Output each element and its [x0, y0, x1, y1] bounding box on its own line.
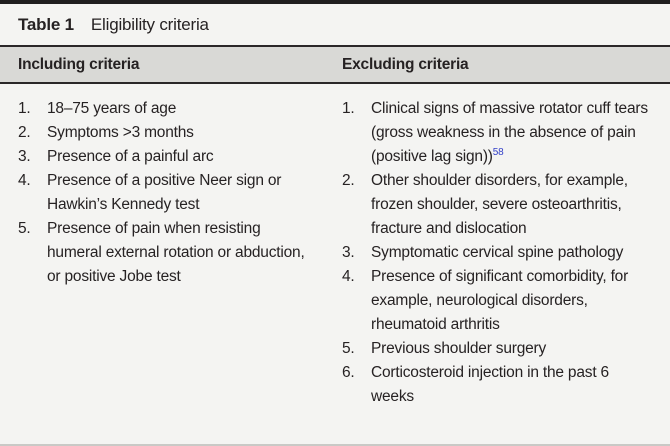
- list-item-text: Previous shoulder surgery: [371, 340, 547, 357]
- column-header-excluding-criteria: Excluding criteria: [342, 55, 469, 73]
- list-item-text: Symptomatic cervical spine pathology: [371, 244, 624, 261]
- column-header-including-criteria: Including criteria: [18, 55, 140, 73]
- list-item-text: Presence of pain when resisting humeral …: [47, 220, 305, 285]
- reference-link[interactable]: 58: [492, 146, 504, 158]
- list-item-number: 5.: [18, 220, 31, 237]
- list-item-text: Presence of a positive Neer sign or Hawk…: [47, 172, 282, 213]
- list-item-text: Presence of a painful arc: [47, 148, 214, 165]
- list-item: 2. Symptoms >3 months: [18, 121, 319, 145]
- list-item-text: Clinical signs of massive rotator cuff t…: [371, 100, 648, 165]
- including-criteria-list: 1. 18–75 years of age 2. Symptoms >3 months…: [18, 97, 319, 289]
- list-item-number: 5.: [342, 340, 355, 357]
- list-item: 4. Presence of significant comorbidity, f…: [342, 265, 654, 337]
- list-item: 1. Clinical signs of massive rotator cuff…: [342, 97, 654, 169]
- table-caption: Table 1 Eligibility criteria: [0, 4, 670, 47]
- excluding-criteria-column: 1. Clinical signs of massive rotator cuff…: [335, 97, 670, 409]
- list-item-text: Corticosteroid injection in the past 6 w…: [371, 364, 609, 405]
- list-item-number: 2.: [18, 124, 31, 141]
- including-criteria-column: 1. 18–75 years of age 2. Symptoms >3 months…: [0, 97, 335, 409]
- excluding-criteria-list: 1. Clinical signs of massive rotator cuff…: [342, 97, 654, 409]
- table-header-row: Including criteria Excluding criteria: [0, 47, 670, 84]
- list-item-number: 2.: [342, 172, 355, 189]
- list-item: 4. Presence of a positive Neer sign or Ha…: [18, 169, 319, 217]
- list-item-number: 4.: [18, 172, 31, 189]
- list-item: 2. Other shoulder disorders, for example,…: [342, 169, 654, 241]
- list-item-number: 4.: [342, 268, 355, 285]
- list-item: 1. 18–75 years of age: [18, 97, 319, 121]
- list-item-number: 1.: [18, 100, 31, 117]
- table-title: Eligibility criteria: [90, 14, 209, 34]
- list-item-text: Presence of significant comorbidity, for…: [371, 268, 629, 333]
- list-item-number: 3.: [342, 244, 355, 261]
- list-item-text: 18–75 years of age: [47, 100, 177, 117]
- list-item: 5. Presence of pain when resisting humera…: [18, 217, 319, 289]
- list-item-text: Symptoms >3 months: [47, 124, 194, 141]
- list-item: 3. Presence of a painful arc: [18, 145, 319, 169]
- list-item-number: 6.: [342, 364, 355, 381]
- list-item: 3. Symptomatic cervical spine pathology: [342, 241, 654, 265]
- table-label: Table 1: [18, 14, 74, 34]
- list-item-number: 1.: [342, 100, 355, 117]
- list-item-text: Other shoulder disorders, for example, f…: [371, 172, 628, 237]
- list-item: 6. Corticosteroid injection in the past 6…: [342, 361, 654, 409]
- list-item: 5. Previous shoulder surgery: [342, 337, 654, 361]
- list-item-number: 3.: [18, 148, 31, 165]
- table-body: 1. 18–75 years of age 2. Symptoms >3 months…: [0, 84, 670, 409]
